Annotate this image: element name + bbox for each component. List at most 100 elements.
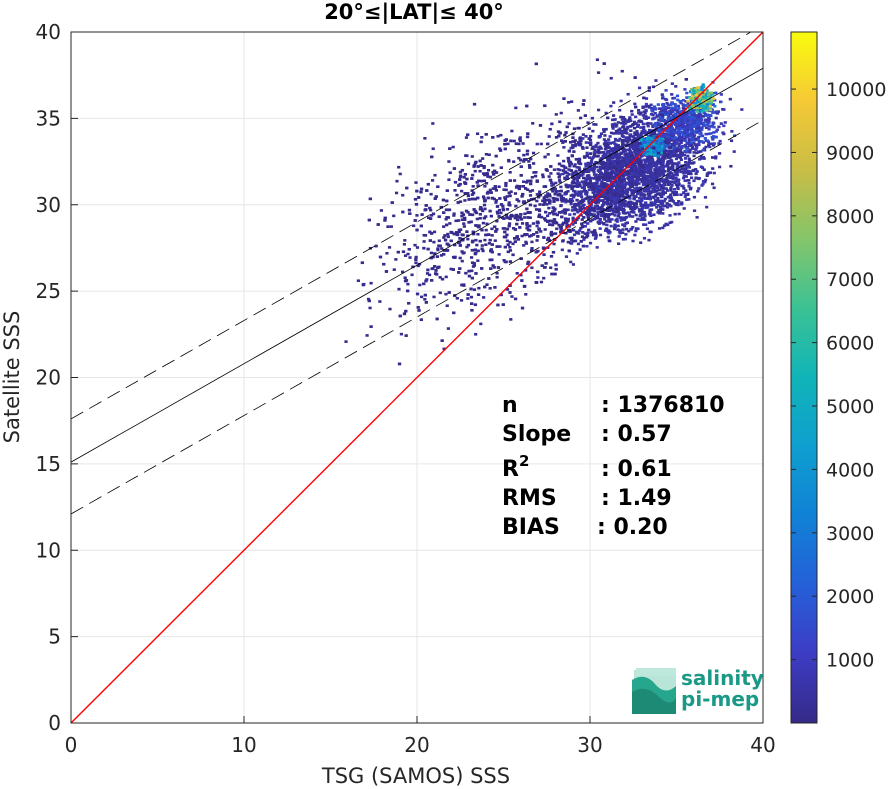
density-cell: [642, 175, 646, 179]
density-cell: [444, 217, 448, 221]
density-cell: [587, 175, 591, 179]
density-cell: [570, 199, 575, 203]
density-cell: [649, 214, 653, 218]
density-cell: [648, 162, 652, 166]
density-cell: [699, 157, 703, 160]
density-cell: [690, 132, 694, 136]
density-cell: [613, 153, 617, 157]
density-cell: [634, 213, 638, 217]
density-cell: [653, 201, 657, 204]
density-cell: [642, 171, 647, 174]
density-cell: [661, 134, 666, 137]
density-cell: [567, 101, 571, 104]
density-cell: [719, 122, 723, 125]
density-cell: [682, 174, 686, 178]
density-cell: [453, 189, 457, 192]
density-cell: [644, 105, 648, 108]
density-cell: [680, 123, 684, 127]
density-cell: [414, 181, 418, 184]
density-cell: [687, 107, 691, 111]
density-cell: [708, 145, 712, 149]
density-cell: [677, 161, 681, 164]
density-cell: [611, 182, 615, 186]
density-cell: [701, 104, 705, 108]
density-cell: [697, 89, 701, 92]
density-cell: [700, 128, 704, 131]
density-cell: [663, 147, 667, 150]
density-cell: [528, 216, 532, 220]
density-cell: [607, 146, 611, 149]
density-cell: [653, 112, 657, 115]
density-cell: [667, 140, 671, 144]
density-cell: [638, 196, 642, 200]
density-cell: [661, 162, 665, 165]
density-cell: [634, 115, 638, 119]
density-cell: [645, 153, 649, 156]
density-cell: [506, 216, 510, 220]
density-cell: [612, 171, 616, 175]
density-cell: [506, 142, 510, 146]
density-cell: [615, 129, 619, 133]
density-cell: [702, 85, 706, 88]
density-cell: [596, 207, 601, 210]
density-cell: [622, 186, 626, 190]
density-cell: [687, 110, 691, 113]
density-cell: [658, 110, 662, 114]
density-cell: [646, 170, 650, 174]
density-cell: [535, 224, 539, 228]
density-cell: [713, 98, 717, 102]
density-cell: [643, 116, 647, 120]
density-cell: [611, 127, 615, 130]
density-cell: [553, 221, 557, 225]
density-cell: [675, 109, 679, 112]
density-cell: [581, 137, 585, 140]
density-cell: [682, 191, 686, 195]
density-cell: [655, 125, 659, 129]
density-cell: [661, 96, 665, 100]
density-cell: [669, 194, 673, 197]
density-cell: [620, 159, 624, 163]
density-cell: [705, 109, 709, 112]
density-cell: [685, 91, 689, 95]
density-cell: [556, 198, 560, 202]
density-cell: [633, 149, 638, 153]
density-cell: [643, 145, 648, 149]
density-cell: [588, 181, 592, 185]
density-cell: [606, 190, 610, 193]
density-cell: [646, 179, 650, 183]
density-cell: [703, 99, 707, 103]
density-cell: [722, 124, 726, 128]
density-cell: [574, 202, 578, 206]
density-cell: [651, 125, 655, 129]
density-cell: [666, 179, 670, 183]
density-cell: [618, 160, 622, 164]
density-cell: [714, 155, 718, 158]
density-cell: [452, 214, 456, 217]
density-cell: [686, 162, 691, 165]
density-cell: [616, 184, 620, 188]
density-cell: [655, 141, 660, 145]
density-cell: [541, 173, 545, 177]
density-cell: [596, 141, 600, 145]
density-cell: [704, 126, 709, 129]
density-cell: [663, 154, 667, 157]
density-cell: [701, 93, 705, 96]
density-cell: [652, 142, 656, 146]
density-cell: [675, 140, 679, 143]
density-cell: [570, 238, 574, 242]
density-cell: [682, 116, 686, 120]
density-cell: [642, 152, 646, 156]
density-cell: [652, 105, 657, 109]
density-cell: [443, 234, 447, 237]
density-cell: [711, 156, 715, 159]
density-cell: [606, 183, 610, 187]
density-cell: [678, 118, 682, 121]
density-cell: [682, 124, 687, 128]
density-cell: [605, 223, 609, 227]
density-cell: [675, 147, 679, 150]
density-cell: [685, 131, 690, 134]
density-cell: [711, 111, 715, 115]
density-cell: [691, 111, 695, 115]
density-cell: [587, 174, 591, 177]
density-cell: [685, 171, 689, 174]
